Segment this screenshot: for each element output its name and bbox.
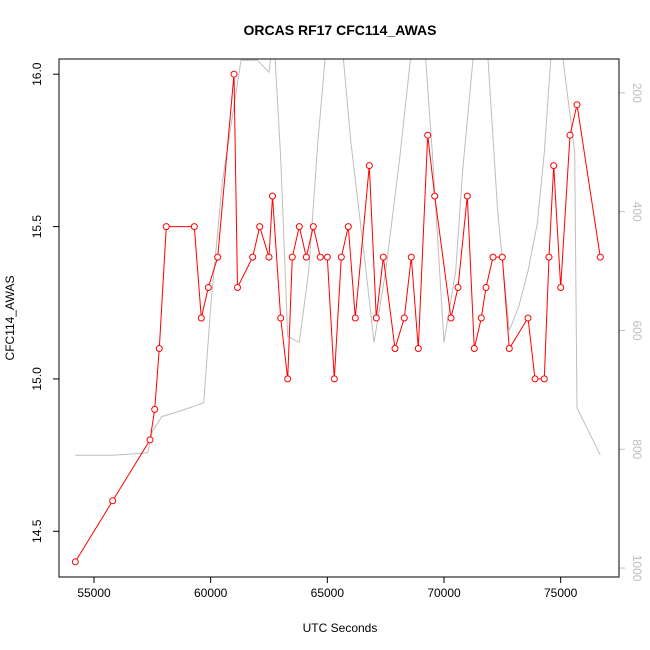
data-point xyxy=(557,284,565,291)
data-point xyxy=(288,253,296,261)
data-point xyxy=(323,253,331,261)
data-point xyxy=(316,253,324,261)
data-point xyxy=(431,192,439,200)
data-point xyxy=(424,131,432,139)
data-point xyxy=(230,70,238,78)
data-point xyxy=(379,253,387,261)
data-point xyxy=(400,314,408,322)
data-point xyxy=(234,284,241,291)
data-point xyxy=(498,253,506,261)
y2-tick-label: 600 xyxy=(630,320,644,340)
data-point xyxy=(482,284,490,291)
x-tick-label: 65000 xyxy=(311,586,345,600)
data-point xyxy=(344,223,352,231)
data-point xyxy=(71,558,79,566)
data-point xyxy=(204,284,212,291)
data-point xyxy=(365,162,373,170)
data-point xyxy=(545,253,553,261)
data-point xyxy=(566,131,574,139)
data-point xyxy=(489,253,497,261)
y-tick-label: 16.0 xyxy=(30,62,44,86)
data-point xyxy=(190,223,198,231)
data-point xyxy=(447,314,455,322)
data-point xyxy=(463,192,471,200)
y-axis-label: CFC114_AWAS xyxy=(3,276,17,361)
x-axis-label: UTC Seconds xyxy=(303,621,378,635)
y2-tick-label: 800 xyxy=(630,439,644,459)
data-point xyxy=(162,223,170,231)
data-point xyxy=(265,253,273,261)
data-point xyxy=(477,314,485,322)
data-point xyxy=(540,375,548,383)
x-tick-label: 60000 xyxy=(194,586,228,600)
data-point xyxy=(524,314,532,322)
data-point xyxy=(550,162,558,170)
data-point xyxy=(454,284,462,291)
y2-tick-label: 200 xyxy=(630,83,644,103)
data-point xyxy=(470,345,478,352)
y-tick-label: 15.5 xyxy=(30,215,44,239)
data-point xyxy=(330,375,338,383)
data-point xyxy=(214,253,222,261)
y-tick-label: 15.0 xyxy=(30,367,44,391)
data-point xyxy=(391,345,399,352)
data-point xyxy=(256,223,264,231)
data-point xyxy=(197,314,205,322)
data-point xyxy=(414,345,422,352)
x-tick-label: 70000 xyxy=(427,586,461,600)
data-point xyxy=(351,314,359,322)
data-point xyxy=(372,314,380,322)
y2-tick-label: 400 xyxy=(630,202,644,222)
data-point xyxy=(146,436,154,444)
data-point xyxy=(505,345,513,352)
data-point xyxy=(284,375,292,383)
data-point xyxy=(309,223,317,231)
data-point xyxy=(269,192,276,200)
series-layer xyxy=(71,59,604,566)
data-point xyxy=(337,253,345,261)
data-point xyxy=(249,253,257,261)
x-tick-label: 55000 xyxy=(77,586,111,600)
secondary-series-line xyxy=(75,59,601,456)
plot-frame xyxy=(58,58,620,578)
primary-series-line xyxy=(74,74,601,563)
chart-title: ORCAS RF17 CFC114_AWAS xyxy=(244,22,437,38)
data-point xyxy=(277,314,285,322)
y-tick-label: 14.5 xyxy=(30,519,44,543)
data-point xyxy=(302,253,310,261)
data-point xyxy=(531,375,539,383)
y2-tick-label: 1000 xyxy=(630,555,644,582)
data-point xyxy=(407,253,415,261)
data-point xyxy=(155,345,163,352)
data-point xyxy=(596,253,604,261)
data-point xyxy=(109,497,117,505)
data-point xyxy=(151,405,159,413)
data-point xyxy=(295,223,303,231)
data-point xyxy=(573,101,581,109)
x-tick-label: 75000 xyxy=(544,586,578,600)
